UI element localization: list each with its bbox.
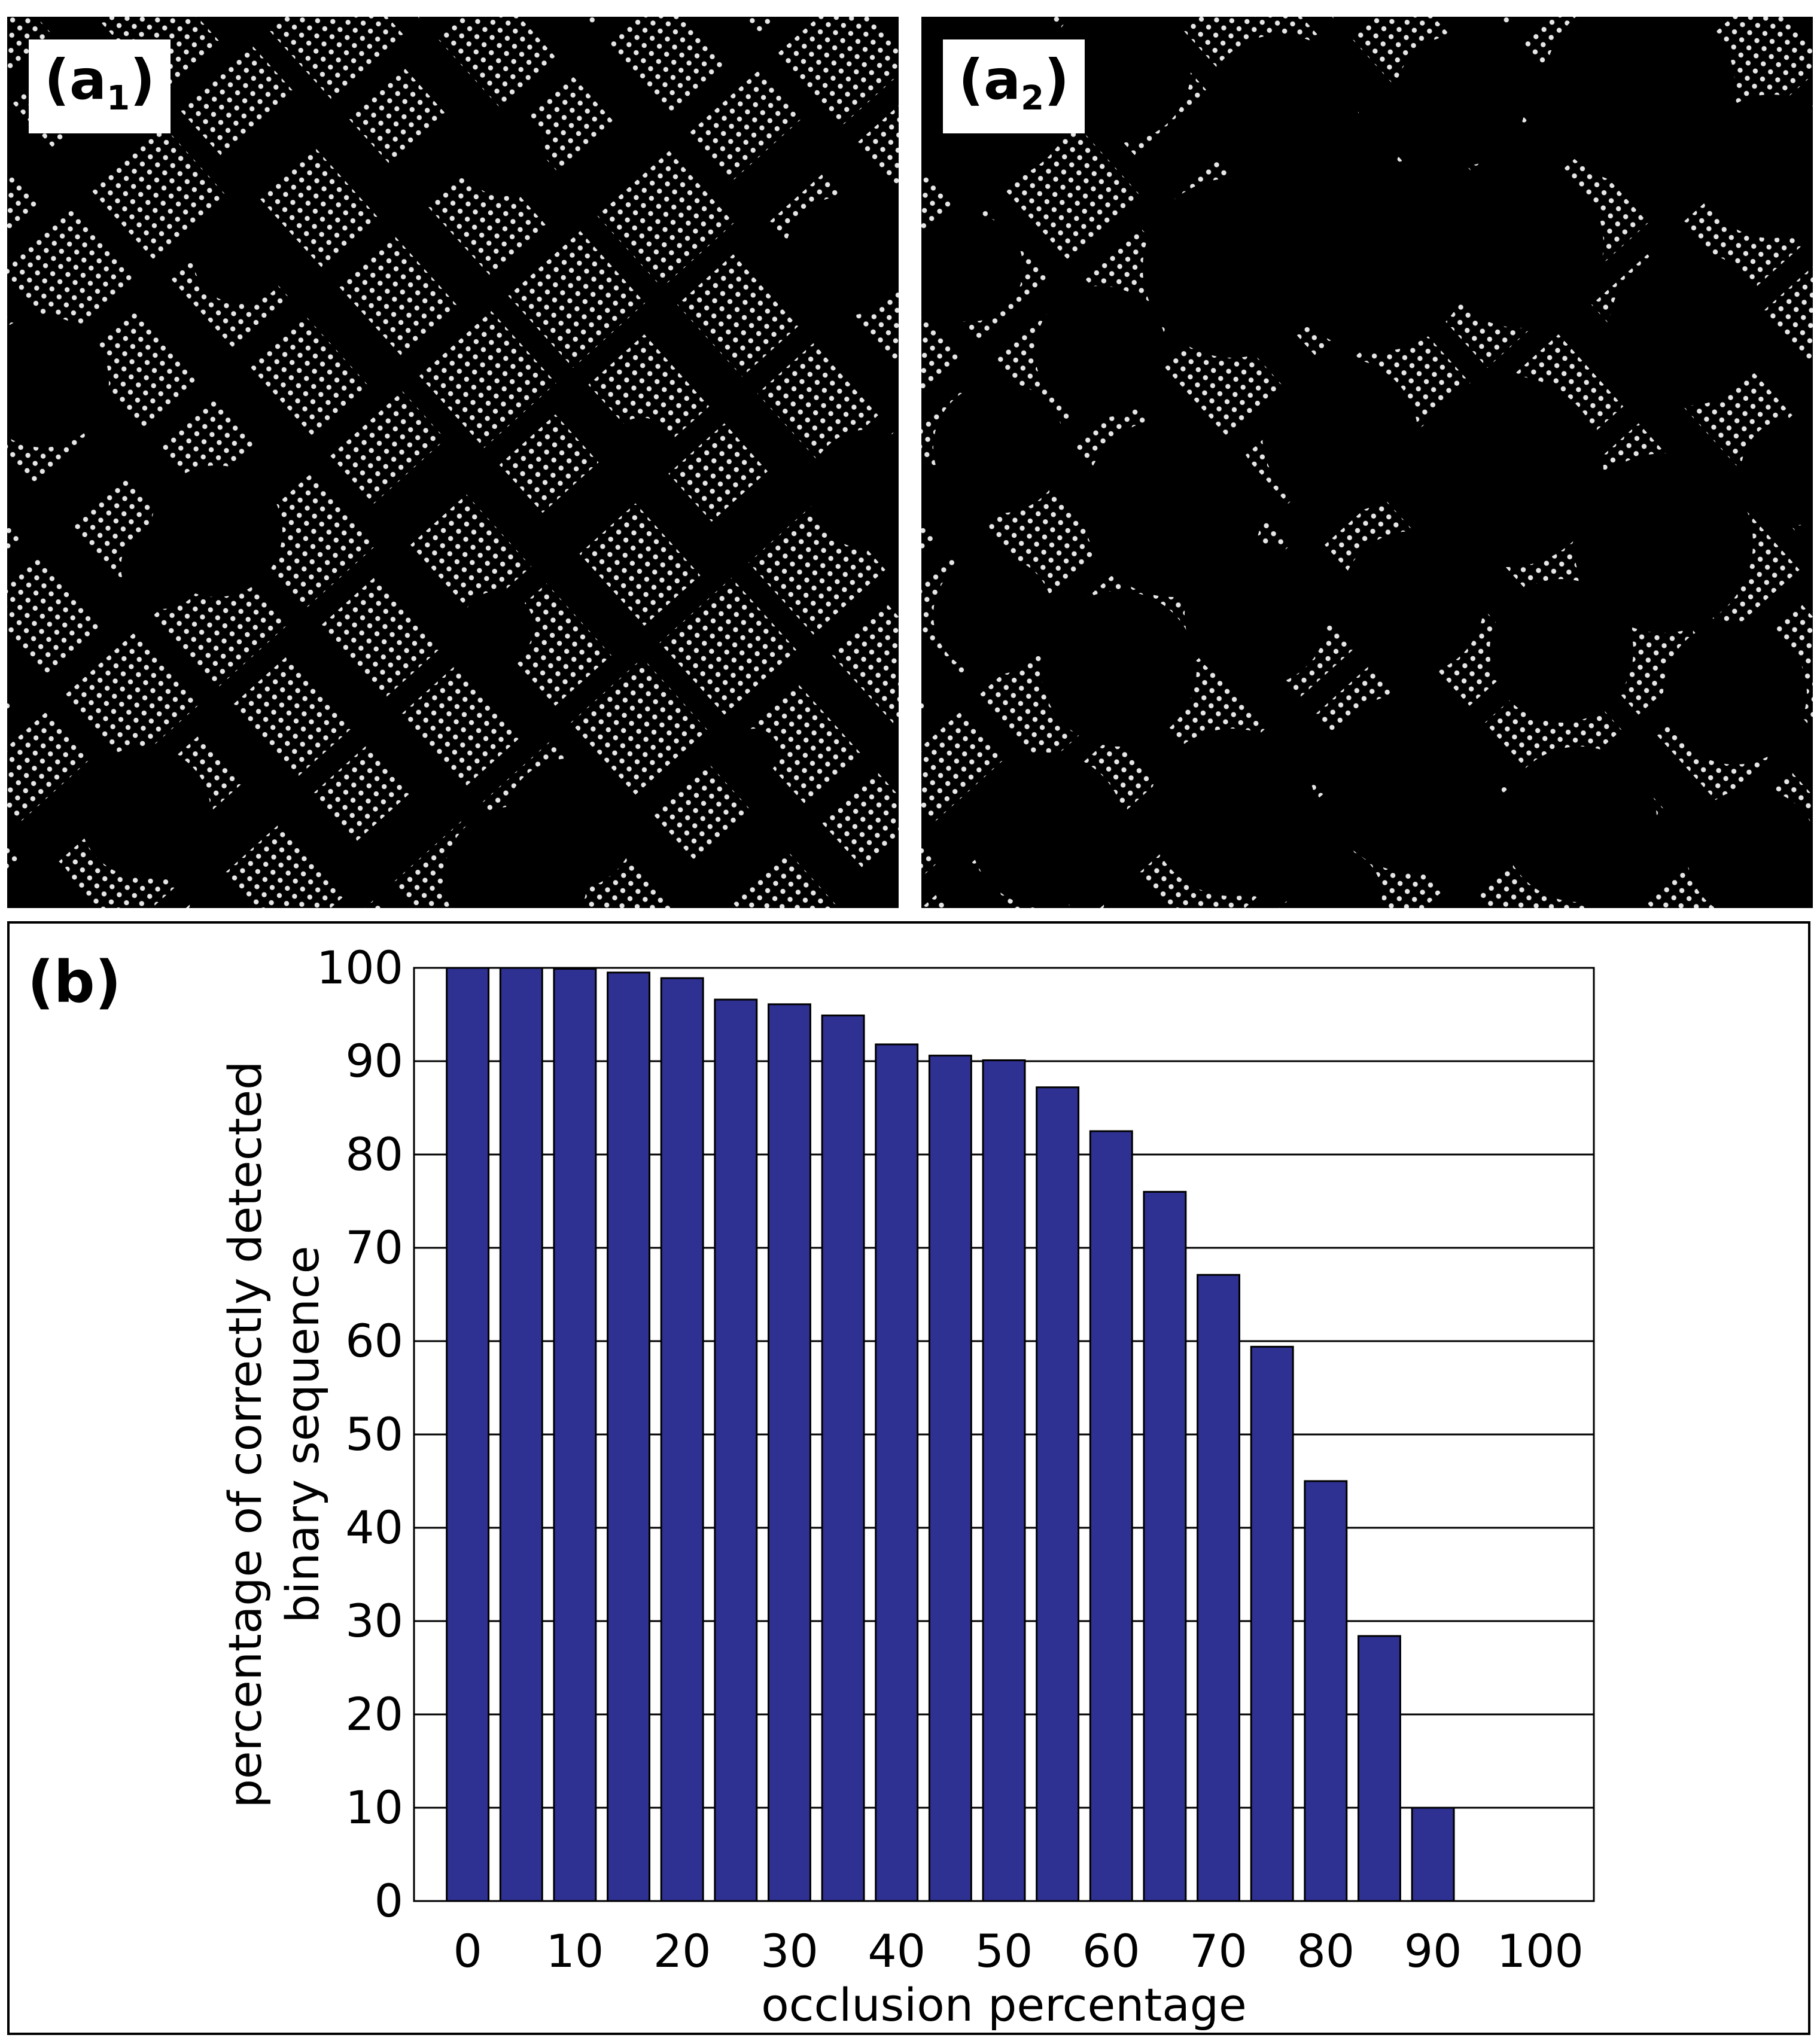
bar (1412, 1808, 1454, 1901)
occlusion-blob (1149, 729, 1316, 896)
bar (929, 1056, 971, 1901)
y-tick-label: 80 (345, 1128, 403, 1181)
occlusion-blob (933, 382, 1065, 513)
y-tick-label: 10 (345, 1781, 403, 1834)
bar (608, 973, 650, 1901)
occlusion-blob (1490, 579, 1633, 723)
occlusion-blob (1663, 621, 1807, 764)
occlusion-blob (1035, 286, 1167, 418)
occlusion-blob (1041, 591, 1197, 747)
occlusion-blob (1502, 747, 1657, 902)
x-tick-label: 50 (975, 1924, 1033, 1978)
x-tick-label: 30 (760, 1924, 818, 1978)
occlusion-blob (462, 112, 546, 196)
bar (1144, 1192, 1186, 1901)
occlusion-blob (1203, 35, 1358, 190)
occlusion-blob (462, 591, 534, 663)
x-tick-label: 70 (1189, 1924, 1247, 1978)
bar (768, 1004, 810, 1901)
bar (447, 968, 489, 1901)
y-tick-label: 90 (345, 1034, 403, 1088)
y-tick-label: 20 (345, 1687, 403, 1741)
x-tick-label: 90 (1404, 1924, 1462, 1978)
occlusion-blob (121, 525, 205, 609)
occlusion-image-low: (a1) (7, 17, 899, 908)
occlusion-blob (1322, 693, 1502, 872)
y-tick-label: 70 (345, 1221, 403, 1274)
bar (1198, 1275, 1240, 1901)
occlusion-blob (79, 747, 211, 878)
x-tick-label: 20 (653, 1924, 711, 1978)
x-tick-label: 0 (453, 1924, 482, 1978)
occlusion-blob (611, 418, 671, 477)
occlusion-blob (193, 208, 288, 304)
occlusion-blob (1262, 358, 1418, 513)
bar-chart: 0 10 20 30 40 50 60 70 80 90 100 0 10 20 30 40 50 60 70 80 9… (10, 924, 1808, 2033)
x-tick-label: 80 (1296, 1924, 1355, 1978)
bar (876, 1044, 918, 1901)
x-tick-label: 60 (1082, 1924, 1140, 1978)
bar (1305, 1481, 1347, 1901)
bar (500, 968, 542, 1901)
occlusion-blob (933, 555, 1053, 675)
bar (1358, 1636, 1400, 1901)
x-tick-label: 40 (868, 1924, 926, 1978)
y-tick-label: 30 (345, 1594, 403, 1647)
occlusion-blob (1436, 160, 1603, 328)
x-tick-label: 10 (546, 1924, 604, 1978)
bar (1251, 1347, 1293, 1901)
y-axis-label: percentage of correctly detected (218, 1061, 272, 1808)
bar (822, 1016, 864, 1901)
panel-label-a2: (a2) (943, 39, 1085, 133)
y-tick-label: 40 (345, 1501, 403, 1554)
y-axis-label: binary sequence (276, 1246, 329, 1623)
bar (715, 1000, 757, 1901)
occlusion-image-high: (a2) (921, 17, 1813, 908)
bar (661, 978, 703, 1901)
y-tick-label: 50 (345, 1408, 403, 1461)
bar (1037, 1088, 1079, 1901)
bar (1090, 1131, 1132, 1901)
occluded-pattern-image-low (7, 17, 899, 908)
bar (554, 969, 596, 1901)
occluded-pattern-image-high (921, 17, 1813, 908)
y-tick-label: 0 (375, 1874, 403, 1927)
panel-label-a1: (a1) (29, 39, 171, 133)
occlusion-blob (1185, 543, 1328, 687)
x-tick-label: 100 (1497, 1924, 1584, 1978)
x-axis-label: occlusion percentage (761, 1978, 1247, 2031)
occlusion-blob (1340, 531, 1484, 675)
y-tick-label: 60 (345, 1314, 403, 1367)
occlusion-blob (1609, 250, 1765, 406)
occlusion-blob (969, 753, 1125, 908)
bar (983, 1060, 1025, 1901)
occlusion-blob (1394, 35, 1526, 166)
y-tick-label: 100 (316, 941, 403, 994)
bar-chart-panel: (b) 0 10 20 30 40 50 60 70 80 90 100 0 10 20 30 40 50 60 7… (7, 921, 1810, 2035)
occlusion-blob (731, 729, 779, 776)
